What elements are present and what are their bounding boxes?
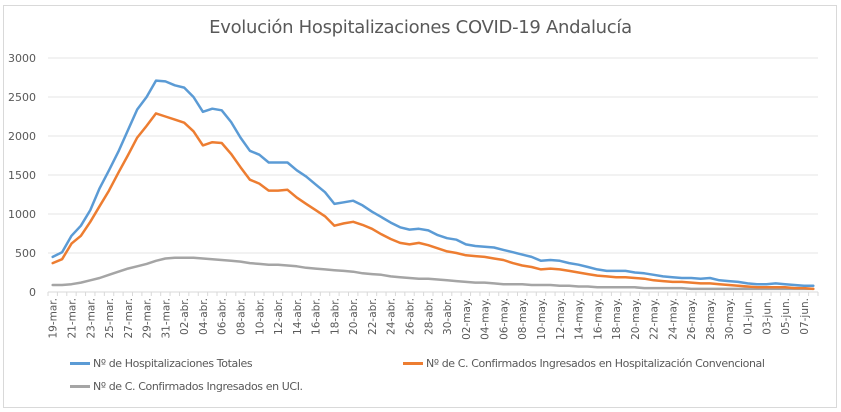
series-line-2 — [51, 256, 815, 291]
x-axis: 19-mar. 21-mar. 23-mar. 25-mar. 27-mar. 29-ma… — [47, 292, 819, 340]
x-tick-label: 01-jun. — [743, 298, 755, 335]
y-tick-label: 500 — [15, 247, 36, 260]
x-tick-label: 10-may. — [536, 298, 548, 340]
legend-label-uci: Nº de C. Confirmados Ingresados en UCI. — [93, 380, 303, 393]
x-tick-label: 14-abr. — [292, 298, 304, 335]
y-tick-label: 3000 — [8, 52, 36, 65]
x-tick-label: 21-mar. — [66, 298, 78, 339]
x-tick-label: 18-abr. — [329, 298, 341, 335]
chart-frame — [3, 5, 837, 408]
y-tick-label: 1500 — [8, 169, 36, 182]
gridlines — [48, 57, 818, 293]
legend-swatch-totales — [70, 362, 90, 365]
series-line-1 — [51, 112, 815, 291]
legend-label-totales: Nº de Hospitalizaciones Totales — [93, 357, 253, 370]
x-tick-label: 29-mar. — [142, 298, 154, 339]
chart-title: Evolución Hospitalizaciones COVID-19 And… — [209, 17, 632, 38]
x-tick-label: 08-may. — [517, 298, 529, 340]
y-tick-label: 0 — [29, 286, 36, 299]
y-tick-label: 2500 — [8, 91, 36, 104]
x-tick-label: 14-may. — [574, 298, 586, 340]
x-tick-label: 02-may. — [461, 298, 473, 340]
x-tick-label: 05-jun. — [780, 298, 792, 335]
x-tick-label: 24-abr. — [386, 298, 398, 335]
x-tick-label: 10-abr. — [254, 298, 266, 335]
x-tick-label: 12-may. — [555, 298, 567, 340]
x-tick-label: 02-abr. — [179, 298, 191, 335]
x-tick-label: 22-abr. — [367, 298, 379, 335]
x-tick-label: 30-abr. — [442, 298, 454, 335]
series-line-0 — [51, 79, 815, 288]
x-tick-label: 23-mar. — [85, 298, 97, 339]
legend-item-convencional: Nº de C. Confirmados Ingresados en Hospi… — [403, 357, 765, 370]
x-tick-label: 26-may. — [686, 298, 698, 340]
x-tick-label: 03-jun. — [761, 298, 773, 335]
x-tick-label: 16-abr. — [311, 298, 323, 335]
x-tick-label: 12-abr. — [273, 298, 285, 335]
legend-swatch-convencional — [403, 362, 423, 365]
x-tick-label: 06-abr. — [217, 298, 229, 335]
x-tick-label: 25-mar. — [104, 298, 116, 339]
x-tick-label: 27-mar. — [123, 298, 135, 339]
x-tick-label: 30-may. — [724, 298, 736, 340]
y-tick-label: 2000 — [8, 130, 36, 143]
x-tick-label: 08-abr. — [236, 298, 248, 335]
x-tick-label: 22-may. — [649, 298, 661, 340]
x-tick-label: 16-may. — [592, 298, 604, 340]
x-tick-label: 19-mar. — [48, 298, 60, 339]
x-tick-label: 28-may. — [705, 298, 717, 340]
legend-swatch-uci — [70, 385, 90, 388]
x-tick-label: 07-jun. — [799, 298, 811, 335]
x-tick-label: 20-abr. — [348, 298, 360, 335]
legend-label-convencional: Nº de C. Confirmados Ingresados en Hospi… — [426, 357, 765, 370]
x-tick-label: 18-may. — [611, 298, 623, 340]
x-tick-label: 28-abr. — [423, 298, 435, 335]
legend-item-uci: Nº de C. Confirmados Ingresados en UCI. — [70, 380, 303, 393]
x-tick-label: 24-may. — [667, 298, 679, 340]
x-tick-label: 26-abr. — [405, 298, 417, 335]
series-lines — [51, 79, 815, 291]
x-tick-label: 06-may. — [498, 298, 510, 340]
legend-item-totales: Nº de Hospitalizaciones Totales — [70, 357, 253, 370]
y-axis-ticks: 0 500 1000 1500 2000 2500 3000 — [8, 52, 36, 299]
y-tick-label: 1000 — [8, 208, 36, 221]
x-tick-label: 31-mar. — [160, 298, 172, 339]
x-tick-label: 04-may. — [480, 298, 492, 340]
x-tick-label: 20-may. — [630, 298, 642, 340]
x-tick-label: 04-abr. — [198, 298, 210, 335]
